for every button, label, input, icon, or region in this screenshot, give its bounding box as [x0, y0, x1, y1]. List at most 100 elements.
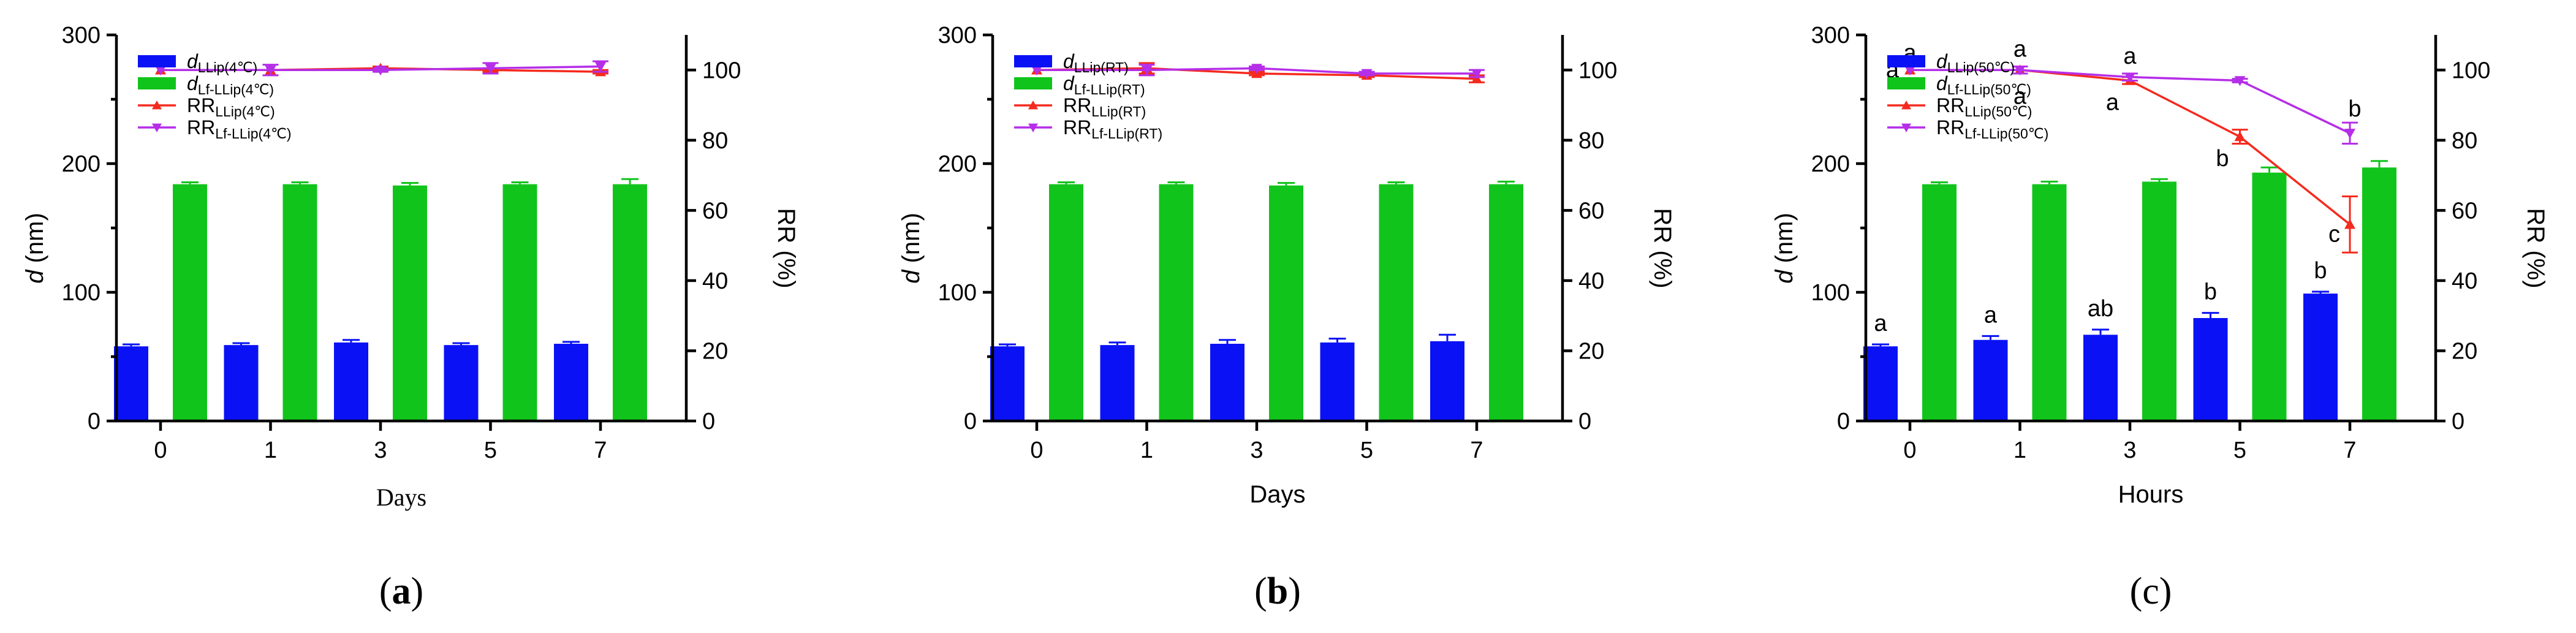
- panel-b: dLLip(RT)dLf-LLip(RT)RRLLip(RT)RRLf-LLip…: [898, 23, 1676, 612]
- panel-a-xtick-label-7: 7: [594, 438, 607, 463]
- panel-a-marks: [114, 60, 647, 421]
- panel-a-legend: dLLip(4℃)dLf-LLip(4℃)RRLLip(4℃)RRLf-LLip…: [138, 50, 291, 142]
- panel-a: dLLip(4℃)dLf-LLip(4℃)RRLLip(4℃)RRLf-LLip…: [21, 23, 800, 612]
- panel-c-ytick-right-label-20: 20: [2452, 338, 2477, 364]
- panel-a-line-point-1-3: [375, 66, 386, 76]
- panel-c-bar-sig-label-4: b: [2314, 258, 2327, 284]
- panel-b-bar-lf-llip-7: [1489, 184, 1523, 421]
- panel-a-ytick-right-label-40: 40: [702, 268, 728, 294]
- panel-c-line-sig-label-0-1: a: [2013, 83, 2027, 109]
- panel-c-legend-swatch-0: [1887, 55, 1925, 67]
- panel-a-line-point-1-0: [155, 66, 166, 76]
- panel-b-bar-llip-5: [1320, 342, 1355, 421]
- panel-c-bar-lf-llip-7: [2362, 167, 2396, 421]
- panel-c-bar-llip-0: [1863, 346, 1898, 421]
- panel-b-ytick-left-label-0: 0: [964, 409, 977, 434]
- panel-b-line-point-1-7: [1471, 69, 1482, 79]
- panel-a-ticks: 0 100 200 300 0 20 40 60 80 100 0 1 3 5 7: [62, 23, 741, 463]
- panel-c-line-point-0-5: [2234, 131, 2246, 142]
- panel-c-bar-lf-llip-3: [2142, 181, 2176, 421]
- panel-c-ytick-left-label-0: 0: [1837, 409, 1850, 434]
- panel-c-ticks: 0 100 200 300 0 20 40 60 80 100 0 1 3 5 7: [1811, 23, 2491, 463]
- panel-a-bar-llip-3: [334, 342, 368, 421]
- panel-b-legend: dLLip(RT)dLf-LLip(RT)RRLLip(RT)RRLf-LLip…: [1014, 50, 1162, 142]
- panel-c-legend-swatch-1: [1887, 77, 1925, 89]
- panel-b-bar-lf-llip-0: [1049, 184, 1083, 421]
- panel-b-label: (b): [1254, 570, 1301, 612]
- panel-b-xtick-label-0: 0: [1030, 438, 1043, 463]
- panel-c-ylabel-right: RR (%): [2522, 208, 2549, 288]
- panel-c-ytick-left-label-100: 100: [1811, 280, 1850, 306]
- panel-c-line-sig-label-0-3: b: [2216, 146, 2229, 172]
- panel-c-ytick-right-label-100: 100: [2452, 58, 2490, 83]
- panel-b-ytick-left-label-200: 200: [938, 151, 977, 177]
- panel-c-line-sig-label-1-4: b: [2348, 96, 2361, 122]
- panel-b-bar-llip-3: [1210, 344, 1244, 421]
- panel-c-ylabel-left: d (nm): [1771, 213, 1798, 284]
- panel-a-bar-llip-5: [444, 345, 479, 421]
- panel-b-ticks: 0 100 200 300 0 20 40 60 80 100 0 1 3 5 7: [938, 23, 1618, 463]
- panel-b-bar-lf-llip-3: [1269, 185, 1303, 421]
- panel-c-ytick-right-label-40: 40: [2452, 268, 2477, 294]
- panel-c-line-point-1-1: [2014, 66, 2026, 76]
- panel-c-legend-marker-3: [1901, 123, 1911, 132]
- panel-a-xtick-label-0: 0: [154, 438, 167, 463]
- panel-a-xtick-label-3: 3: [374, 438, 387, 463]
- panel-a-bar-lf-llip-0: [173, 184, 207, 421]
- panel-b-ytick-right-label-80: 80: [1578, 128, 1604, 154]
- panel-c-legend: dLLip(50℃)dLf-LLip(50℃)RRLLip(50℃)RRLf-L…: [1887, 50, 2048, 142]
- panel-b-legend-label-0: dLLip(RT): [1063, 50, 1129, 75]
- panel-c-line-point-1-0: [1904, 66, 1915, 76]
- panel-a-legend-marker-3: [152, 123, 162, 132]
- panel-c-bar-sig-label-2: ab: [2088, 296, 2113, 322]
- panel-b-ytick-left-label-300: 300: [938, 23, 977, 48]
- panel-b-xtick-label-5: 5: [1360, 438, 1373, 463]
- panel-c-ytick-right-label-60: 60: [2452, 198, 2477, 224]
- panel-c-bar-sig-label-0: a: [1874, 311, 1887, 336]
- panel-c-bar-llip-7: [2303, 294, 2338, 421]
- panel-a-bar-lf-llip-1: [282, 184, 317, 421]
- panel-a-line-point-1-5: [485, 64, 496, 74]
- panel-a-bar-llip-1: [224, 345, 259, 421]
- panel-b-ylabel-left: d (nm): [898, 213, 925, 284]
- panel-c-xtick-label-5: 5: [2233, 438, 2246, 463]
- panel-c-bar-sig-label-3: b: [2204, 279, 2217, 305]
- panel-b-bar-llip-7: [1430, 341, 1464, 421]
- panel-b-xtick-label-3: 3: [1250, 438, 1263, 463]
- panel-b-bar-llip-1: [1100, 345, 1135, 421]
- panel-b-bar-lf-llip-1: [1159, 184, 1194, 421]
- panel-c-line-point-1-7: [2344, 129, 2355, 139]
- panel-a-xtick-label-1: 1: [264, 438, 277, 463]
- panel-a-bar-llip-7: [554, 344, 588, 421]
- panel-b-xtick-label-7: 7: [1470, 438, 1483, 463]
- panel-c-line-sig-label-1-2: a: [2123, 44, 2137, 69]
- panel-b-bar-lf-llip-5: [1379, 184, 1414, 421]
- panel-a-ytick-right-label-60: 60: [702, 198, 728, 224]
- panel-a-ytick-right-label-0: 0: [702, 409, 715, 434]
- panel-b-xlabel: Days: [1249, 481, 1305, 508]
- panel-a-xtick-label-5: 5: [484, 438, 497, 463]
- panel-c-legend-label-3: RRLf-LLip(50℃): [1936, 116, 2048, 142]
- panel-a-bar-lf-llip-5: [502, 184, 537, 421]
- panel-c-legend-marker-2: [1901, 100, 1911, 110]
- panel-a-legend-label-0: dLLip(4℃): [187, 50, 257, 75]
- panel-c-line-point-0-7: [2344, 219, 2355, 229]
- panel-b-line-point-1-1: [1141, 66, 1153, 76]
- panel-b-legend-swatch-0: [1014, 55, 1052, 67]
- panel-b-legend-swatch-1: [1014, 77, 1052, 89]
- panel-a-legend-label-1: dLf-LLip(4℃): [187, 72, 274, 97]
- panel-a-line-point-1-7: [595, 62, 606, 72]
- panel-a-ytick-right-label-80: 80: [702, 128, 728, 154]
- panel-a-legend-marker-2: [152, 100, 162, 110]
- panel-a-ytick-right-label-20: 20: [702, 338, 728, 364]
- panel-c-bar-llip-3: [2083, 335, 2118, 421]
- panel-c-bar-lf-llip-5: [2252, 172, 2287, 421]
- panel-c-xtick-label-0: 0: [1903, 438, 1916, 463]
- panel-c-legend-label-2: RRLLip(50℃): [1936, 94, 2032, 119]
- panel-b-line-point-1-5: [1361, 69, 1373, 79]
- panel-c-bar-sig-label-1: a: [1984, 302, 1998, 328]
- panel-c-line-sig-label-1-1: a: [2013, 37, 2027, 63]
